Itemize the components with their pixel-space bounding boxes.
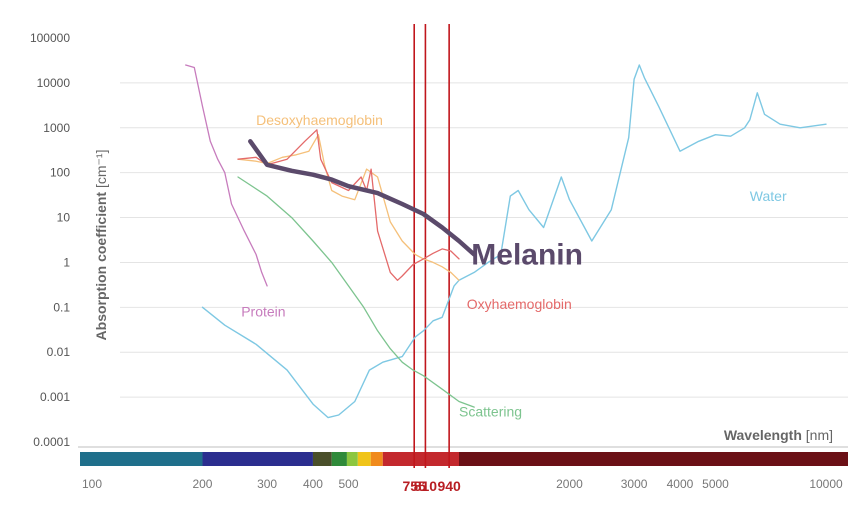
spectrum-segment — [202, 452, 313, 466]
x-tick-label: 400 — [303, 477, 323, 491]
y-tick-label: 100000 — [30, 31, 70, 45]
spectrum-segment — [331, 452, 347, 466]
x-axis-title: Wavelength [nm] — [724, 427, 833, 443]
series-line-protein — [185, 64, 268, 287]
series-line-oxyhaemoglobin — [237, 129, 460, 281]
y-tick-label: 1000 — [43, 121, 70, 135]
y-tick-label: 100 — [50, 166, 70, 180]
x-axis-label: Wavelength — [724, 427, 802, 443]
spectrum-segment — [357, 452, 371, 466]
spectrum-bar — [80, 452, 848, 466]
series-label-melanin: Melanin — [471, 239, 583, 272]
x-tick-label: 10000 — [809, 477, 843, 491]
y-axis-label: Absorption coefficient — [93, 192, 109, 341]
series-line-scattering — [237, 176, 475, 408]
y-tick-label: 0.1 — [53, 300, 70, 314]
x-tick-label-highlight: 810 — [414, 478, 438, 494]
x-tick-label-highlight: 755 — [403, 478, 427, 494]
spectrum-segment — [382, 452, 459, 466]
wavelength-reference-lines — [413, 24, 450, 468]
series-line-desoxyhaemoglobin — [237, 134, 460, 281]
x-tick-label: 100 — [82, 477, 102, 491]
series-label-scattering: Scattering — [459, 403, 522, 419]
y-tick-label: 0.001 — [40, 390, 70, 404]
gridlines — [120, 82, 848, 398]
series-label-desoxyhaemoglobin: Desoxyhaemoglobin — [256, 112, 383, 128]
x-tick-label: 2000 — [556, 477, 583, 491]
x-tick-label: 4000 — [667, 477, 694, 491]
x-tick-label: 300 — [257, 477, 277, 491]
x-tick-label: 200 — [192, 477, 212, 491]
x-tick-label: 500 — [339, 477, 359, 491]
spectrum-segment — [370, 452, 383, 466]
x-tick-label: 5000 — [702, 477, 729, 491]
series-label-water: Water — [750, 188, 787, 204]
y-tick-label: 10000 — [37, 76, 71, 90]
y-axis-title: Absorption coefficient [cm⁻¹] — [93, 150, 109, 341]
x-tick-label-highlight: 940 — [437, 478, 461, 494]
y-tick-label: 10 — [57, 211, 71, 225]
series-labels: Water Desoxyhaemoglobin Oxyhaemoglobin Prot… — [241, 112, 787, 420]
series-label-oxyhaemoglobin: Oxyhaemoglobin — [467, 296, 572, 312]
y-tick-label: 1 — [63, 255, 70, 269]
series-line-melanin — [248, 139, 477, 257]
x-axis-unit: [nm] — [806, 427, 833, 443]
spectrum-segment — [80, 452, 203, 466]
spectrum-segment — [312, 452, 332, 466]
series-line-water — [201, 64, 827, 419]
y-tick-label: 0.01 — [47, 345, 71, 359]
series-label-protein: Protein — [241, 304, 285, 320]
spectrum-segment — [346, 452, 358, 466]
y-tick-label: 0.0001 — [33, 435, 70, 449]
y-tick-labels: 100000 10000 1000 100 10 1 0.1 0.01 0.001 0.0001 — [30, 31, 70, 449]
y-axis-unit: [cm⁻¹] — [93, 150, 109, 189]
spectrum-segment — [459, 452, 848, 466]
series-lines — [185, 64, 827, 419]
x-tick-label: 3000 — [621, 477, 648, 491]
